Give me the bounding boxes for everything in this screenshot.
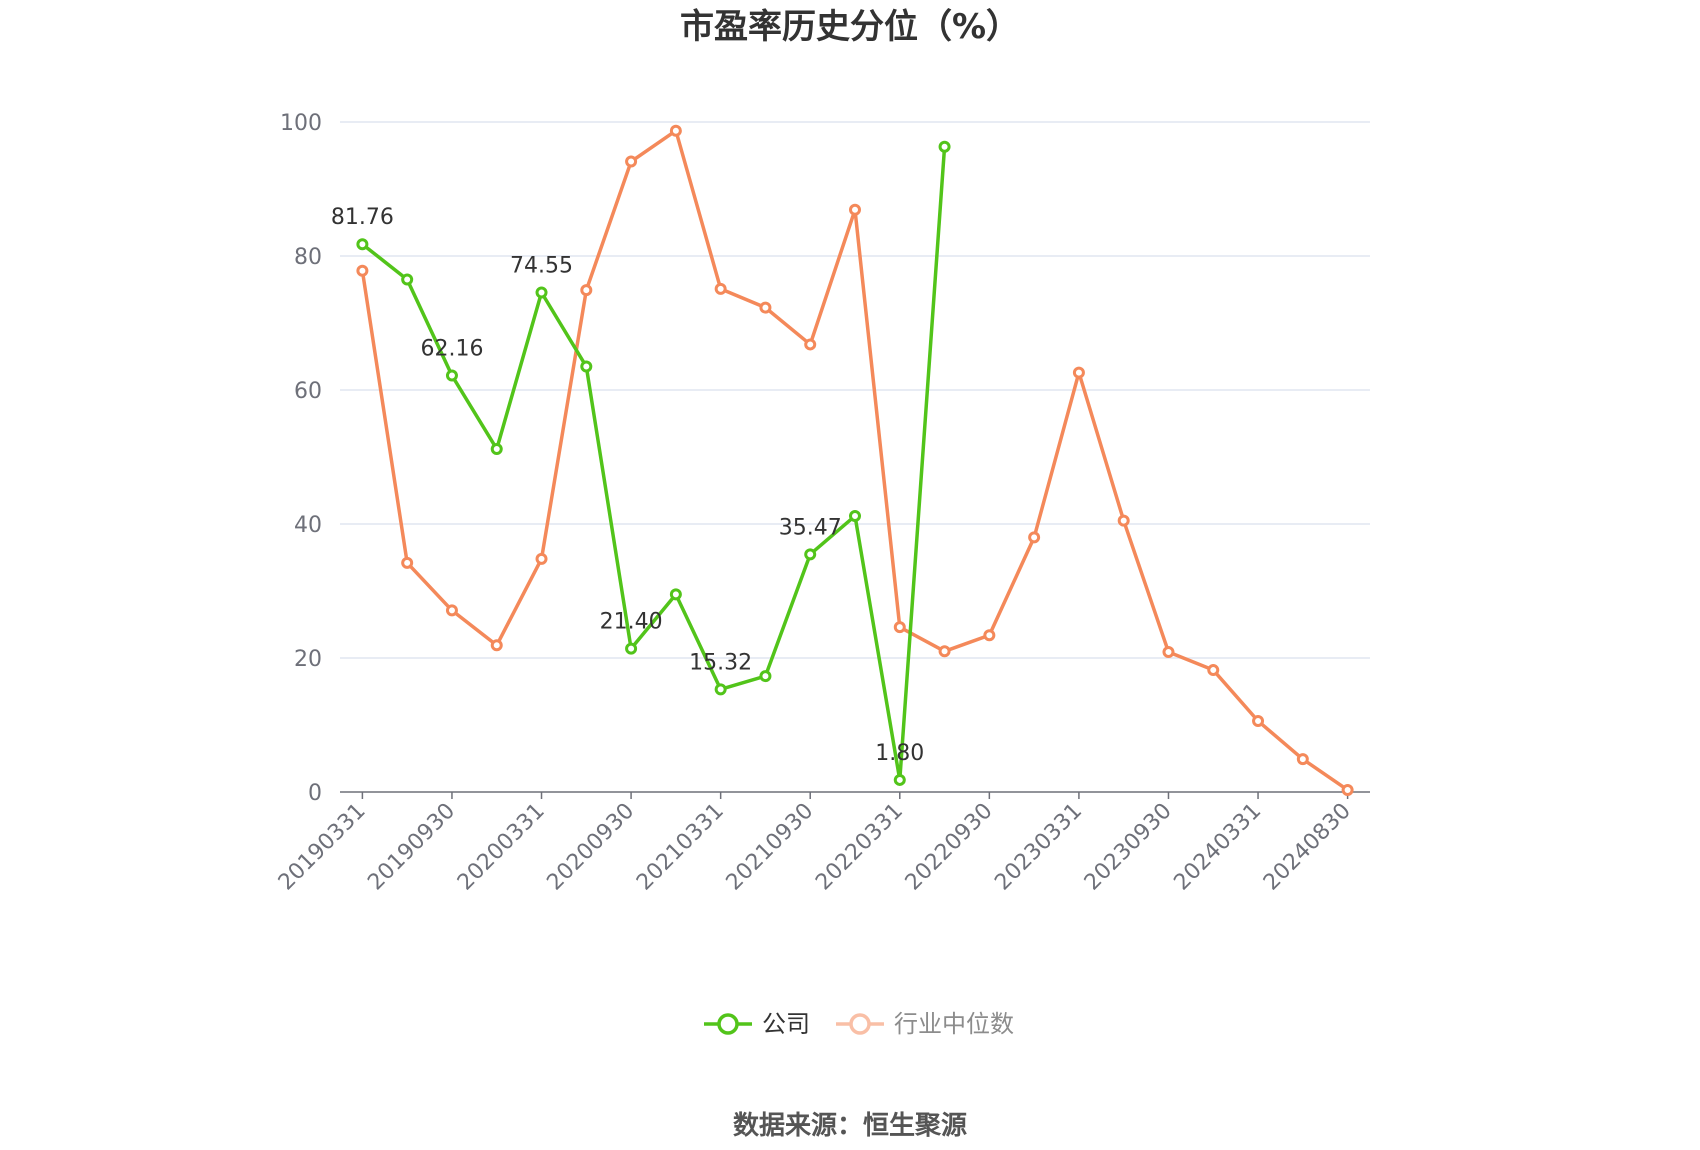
x-tick-label: 20200331	[453, 799, 550, 896]
series-company	[356, 140, 951, 786]
y-tick-label: 20	[294, 647, 322, 672]
legend-label: 公司	[762, 1010, 810, 1038]
data-point[interactable]	[804, 548, 817, 561]
data-label: 35.47	[779, 515, 842, 540]
grid-lines	[340, 121, 1370, 659]
data-point[interactable]	[401, 556, 414, 569]
data-point[interactable]	[759, 670, 772, 683]
data-point[interactable]	[1162, 645, 1175, 658]
data-label: 21.40	[600, 610, 663, 635]
x-tick-label: 20220331	[811, 799, 908, 896]
x-tick-label: 20230331	[990, 799, 1087, 896]
series-industry-median	[356, 124, 1354, 796]
data-point[interactable]	[356, 264, 369, 277]
data-label: 15.32	[689, 650, 752, 675]
data-point[interactable]	[356, 238, 369, 251]
data-point[interactable]	[893, 621, 906, 634]
data-point[interactable]	[1296, 753, 1309, 766]
y-tick-label: 60	[294, 379, 322, 404]
data-point[interactable]	[580, 360, 593, 373]
chart-title: 市盈率历史分位（%）	[680, 7, 1020, 47]
legend-marker-icon	[717, 1013, 739, 1035]
data-point[interactable]	[983, 629, 996, 642]
x-tick-label: 20200930	[542, 799, 639, 896]
data-point[interactable]	[938, 645, 951, 658]
x-tick-label: 20190331	[274, 799, 371, 896]
data-point[interactable]	[1341, 783, 1354, 796]
data-point[interactable]	[804, 338, 817, 351]
data-point[interactable]	[1252, 714, 1265, 727]
x-axis: 2019033120190930202003312020093020210331…	[274, 791, 1370, 896]
y-tick-label: 40	[294, 513, 322, 538]
legend[interactable]: 公司 行业中位数	[704, 1010, 1014, 1038]
data-point[interactable]	[1028, 531, 1041, 544]
data-point[interactable]	[580, 284, 593, 297]
legend-item-company[interactable]: 公司	[704, 1010, 810, 1038]
y-tick-label: 100	[280, 111, 322, 136]
data-point[interactable]	[669, 588, 682, 601]
x-tick-label: 20240331	[1169, 799, 1266, 896]
y-tick-label: 0	[308, 781, 322, 806]
data-point[interactable]	[938, 140, 951, 153]
x-tick-label: 20240830	[1259, 799, 1356, 896]
legend-label: 行业中位数	[894, 1010, 1014, 1038]
x-tick-label: 20190930	[363, 799, 460, 896]
data-point[interactable]	[535, 552, 548, 565]
data-point[interactable]	[401, 273, 414, 286]
y-axis: 0 20 40 60 80 100	[280, 111, 322, 806]
series-line	[360, 128, 1349, 792]
legend-item-industry-median[interactable]: 行业中位数	[836, 1010, 1014, 1038]
data-labels: 81.76 62.16 74.55 21.40 15.32 35.47 1.80	[331, 205, 924, 766]
x-tick-label: 20220930	[901, 799, 998, 896]
data-point[interactable]	[445, 604, 458, 617]
data-point[interactable]	[625, 155, 638, 168]
data-point[interactable]	[849, 203, 861, 216]
data-point[interactable]	[669, 124, 682, 137]
data-point[interactable]	[1072, 366, 1085, 379]
series-line	[361, 146, 947, 782]
data-label: 81.76	[331, 205, 394, 230]
data-point[interactable]	[490, 639, 503, 652]
data-point[interactable]	[445, 369, 458, 382]
x-tick-label: 20210331	[632, 799, 729, 896]
data-point[interactable]	[625, 642, 638, 655]
data-point[interactable]	[714, 282, 727, 295]
data-point[interactable]	[1117, 514, 1130, 527]
data-point[interactable]	[490, 442, 503, 455]
data-source: 数据来源：恒生聚源	[733, 1111, 967, 1141]
data-label: 62.16	[420, 337, 483, 362]
data-point[interactable]	[714, 683, 727, 696]
data-point[interactable]	[893, 773, 906, 786]
x-tick-label: 20210930	[722, 799, 819, 896]
data-point[interactable]	[759, 301, 772, 314]
data-label: 74.55	[510, 254, 573, 279]
y-tick-label: 80	[294, 245, 322, 270]
data-point[interactable]	[1207, 664, 1220, 677]
series-layer	[356, 124, 1354, 796]
data-point[interactable]	[849, 509, 861, 522]
data-point[interactable]	[535, 286, 548, 299]
data-label: 1.80	[875, 741, 924, 766]
x-tick-label: 20230930	[1080, 799, 1177, 896]
legend-marker-icon	[849, 1013, 871, 1035]
